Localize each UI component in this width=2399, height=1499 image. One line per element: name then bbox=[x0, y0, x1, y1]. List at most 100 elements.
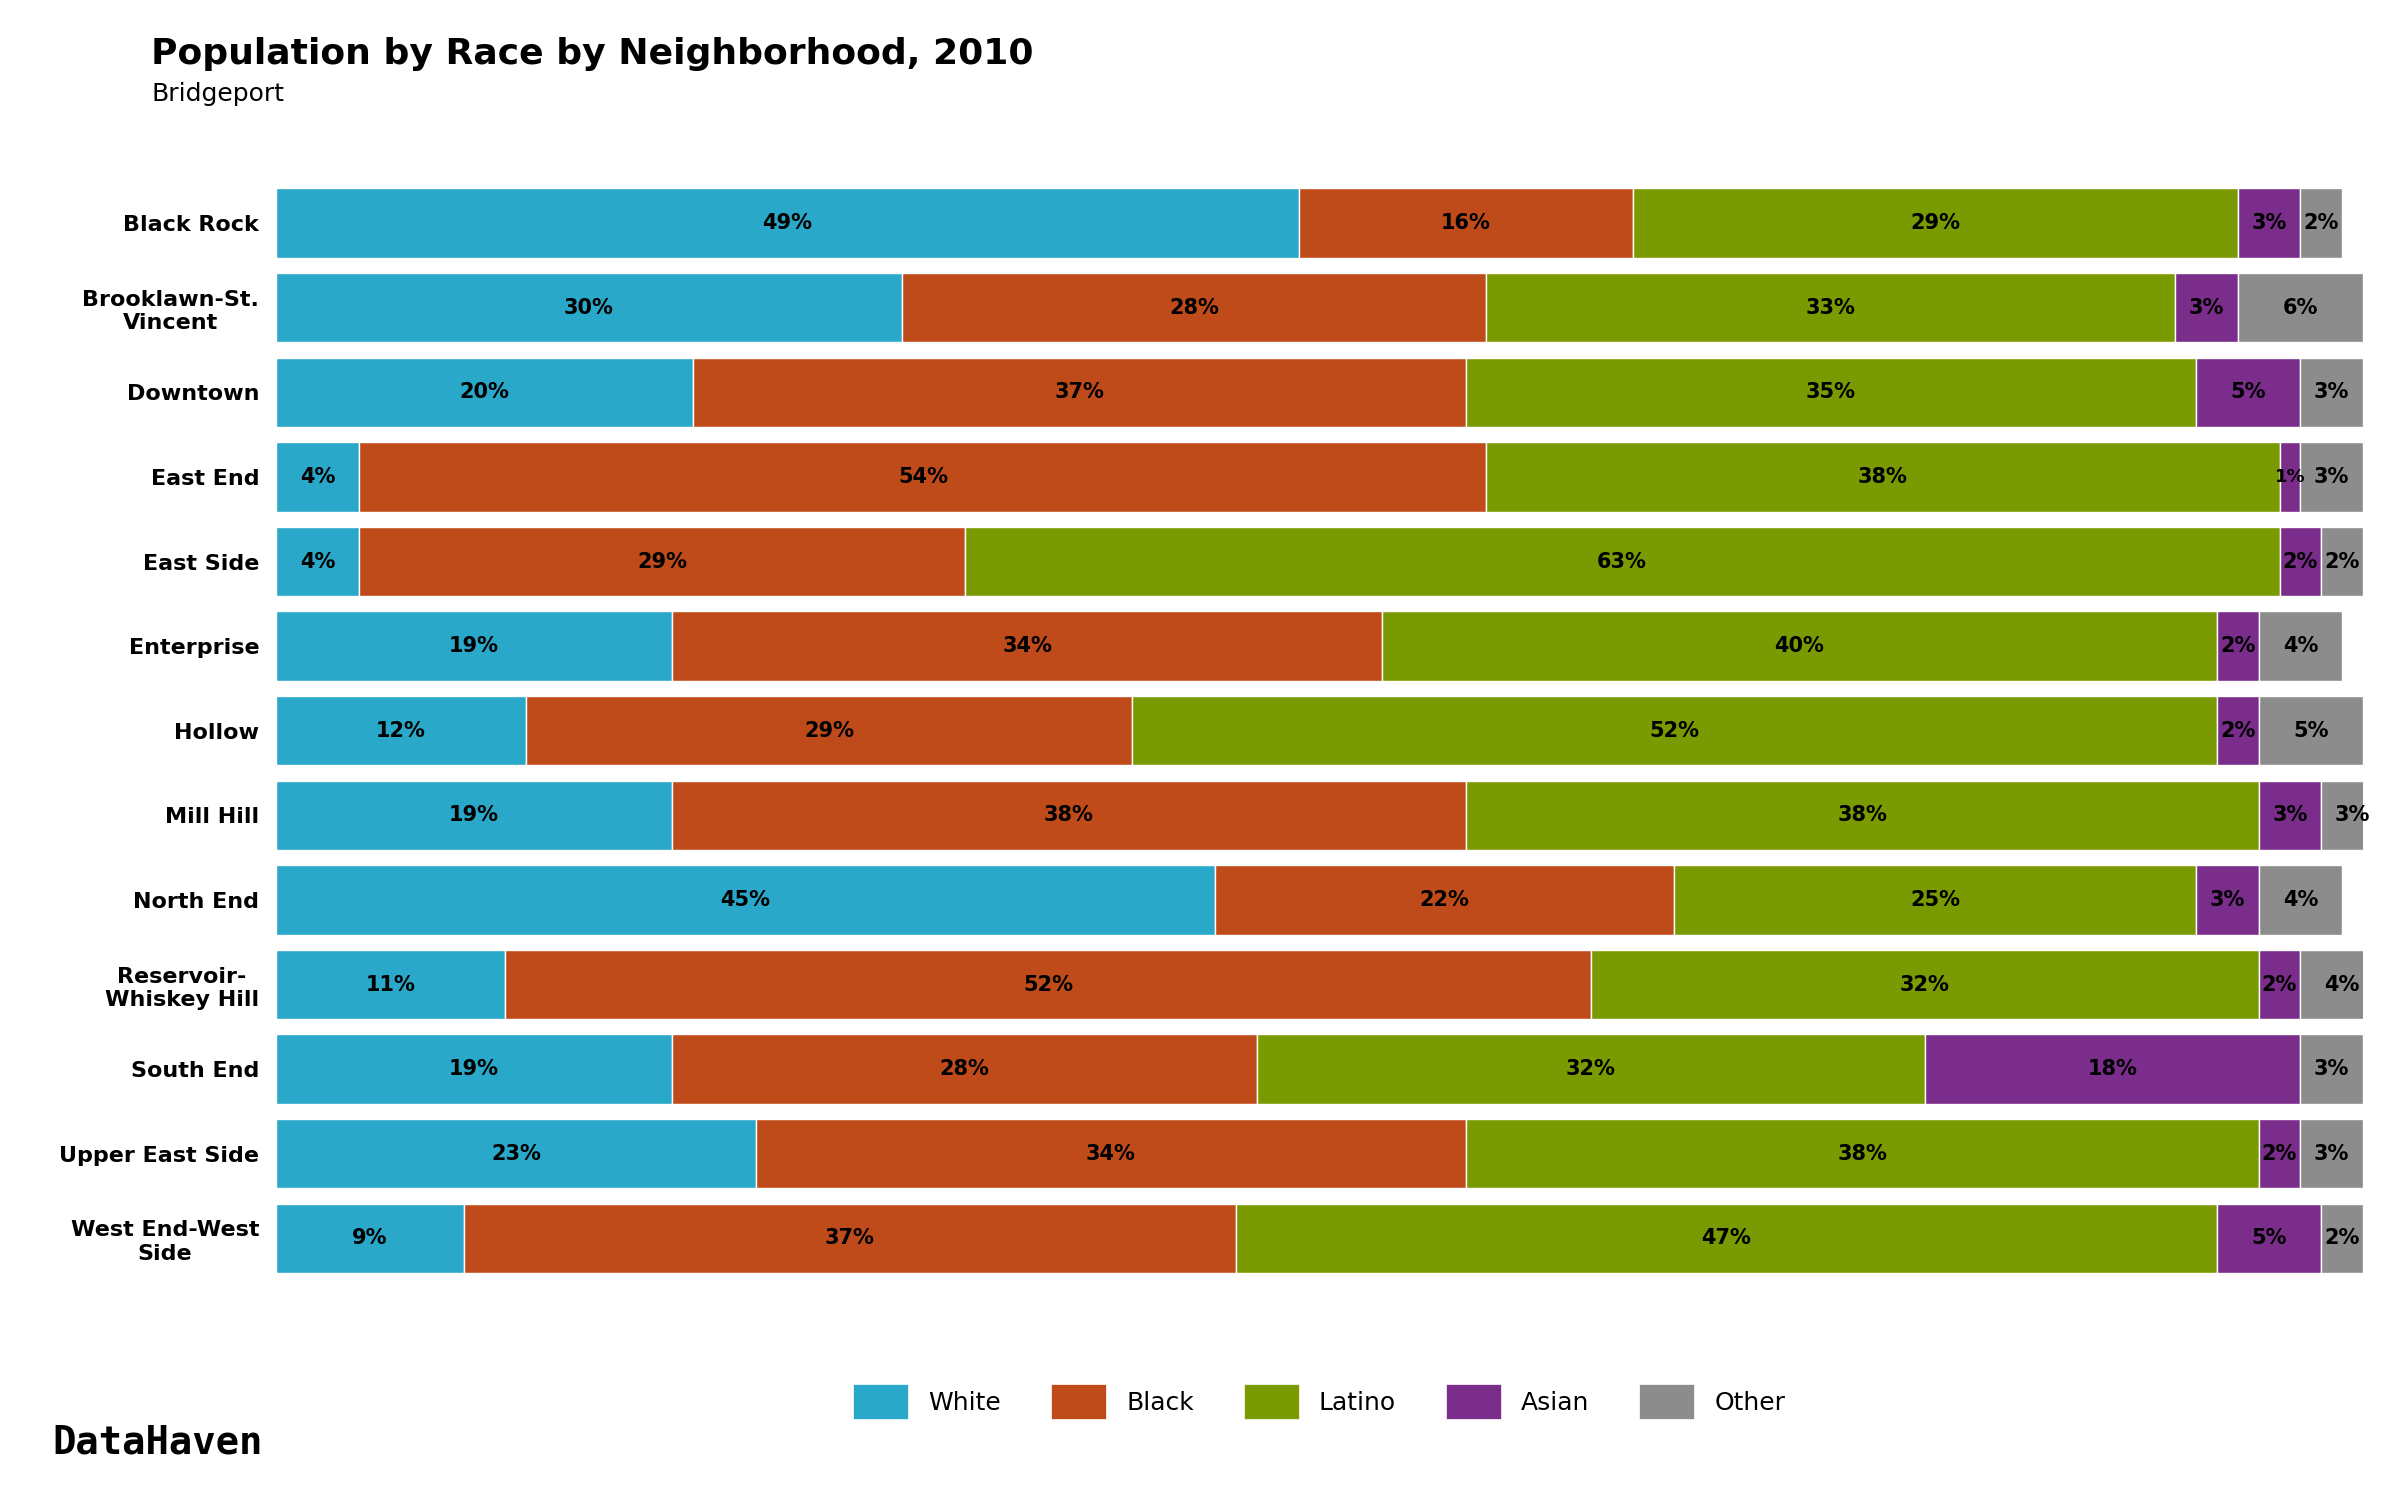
Bar bbox=[2217, 1204, 2322, 1273]
Bar bbox=[2279, 442, 2301, 511]
Text: 29%: 29% bbox=[804, 721, 854, 741]
Text: 52%: 52% bbox=[1648, 721, 1698, 741]
Text: 9%: 9% bbox=[353, 1228, 389, 1249]
Bar bbox=[276, 781, 672, 850]
Text: 3%: 3% bbox=[2188, 298, 2224, 318]
Text: 2%: 2% bbox=[2325, 552, 2361, 571]
Text: 40%: 40% bbox=[1775, 636, 1823, 657]
Bar bbox=[276, 442, 360, 511]
Bar bbox=[1591, 950, 2260, 1019]
Bar bbox=[2260, 950, 2301, 1019]
Text: 38%: 38% bbox=[1044, 805, 1094, 826]
Text: 2%: 2% bbox=[2303, 213, 2339, 234]
Bar bbox=[2217, 612, 2260, 681]
Text: 2%: 2% bbox=[2262, 974, 2298, 994]
Text: 19%: 19% bbox=[449, 636, 499, 657]
Text: 37%: 37% bbox=[825, 1228, 876, 1249]
Bar bbox=[693, 358, 1466, 427]
Bar bbox=[1924, 1034, 2301, 1103]
Text: 3%: 3% bbox=[2250, 213, 2286, 234]
Text: 18%: 18% bbox=[2087, 1060, 2138, 1079]
Text: 5%: 5% bbox=[2231, 382, 2267, 402]
Bar bbox=[2301, 1034, 2363, 1103]
Bar bbox=[2301, 189, 2341, 258]
Text: 38%: 38% bbox=[1838, 805, 1888, 826]
Text: 52%: 52% bbox=[1022, 974, 1072, 994]
Bar bbox=[1257, 1034, 1924, 1103]
Bar bbox=[2322, 526, 2363, 597]
Text: 19%: 19% bbox=[449, 1060, 499, 1079]
Text: 3%: 3% bbox=[2315, 1060, 2349, 1079]
Text: 5%: 5% bbox=[2250, 1228, 2286, 1249]
Bar bbox=[1214, 865, 1675, 935]
Text: 1%: 1% bbox=[2274, 468, 2305, 486]
Text: 12%: 12% bbox=[377, 721, 427, 741]
Text: 3%: 3% bbox=[2209, 890, 2245, 910]
Text: 32%: 32% bbox=[1900, 974, 1950, 994]
Bar bbox=[2238, 273, 2363, 342]
Bar bbox=[2260, 696, 2363, 766]
Text: 30%: 30% bbox=[564, 298, 614, 318]
Text: 6%: 6% bbox=[2284, 298, 2317, 318]
Bar bbox=[276, 358, 693, 427]
Bar bbox=[1634, 189, 2238, 258]
Text: 2%: 2% bbox=[2325, 1228, 2361, 1249]
Bar bbox=[506, 950, 1591, 1019]
Bar bbox=[2301, 442, 2363, 511]
Bar bbox=[276, 1120, 756, 1189]
Text: 63%: 63% bbox=[1598, 552, 1648, 571]
Text: 19%: 19% bbox=[449, 805, 499, 826]
Text: Bridgeport: Bridgeport bbox=[151, 82, 283, 106]
Bar bbox=[1675, 865, 2195, 935]
Text: 2%: 2% bbox=[2284, 552, 2317, 571]
Bar bbox=[1382, 612, 2217, 681]
Text: 49%: 49% bbox=[763, 213, 813, 234]
Bar bbox=[2217, 696, 2260, 766]
Bar bbox=[276, 950, 506, 1019]
Text: 4%: 4% bbox=[2284, 890, 2317, 910]
Bar bbox=[1132, 696, 2217, 766]
Bar bbox=[1466, 1120, 2260, 1189]
Text: 23%: 23% bbox=[492, 1144, 540, 1163]
Text: 38%: 38% bbox=[1859, 468, 1907, 487]
Bar bbox=[2301, 358, 2363, 427]
Text: 4%: 4% bbox=[2325, 974, 2361, 994]
Text: 34%: 34% bbox=[1087, 1144, 1135, 1163]
Text: 34%: 34% bbox=[1003, 636, 1053, 657]
Text: 2%: 2% bbox=[2219, 721, 2255, 741]
Bar bbox=[756, 1120, 1466, 1189]
Bar bbox=[1487, 273, 2176, 342]
Bar bbox=[672, 1034, 1257, 1103]
Bar bbox=[360, 442, 1487, 511]
Bar bbox=[276, 273, 902, 342]
Bar bbox=[672, 612, 1382, 681]
Bar bbox=[276, 189, 1298, 258]
Bar bbox=[2260, 612, 2341, 681]
Bar bbox=[902, 273, 1487, 342]
Bar bbox=[276, 1034, 672, 1103]
Bar bbox=[1487, 442, 2279, 511]
Bar bbox=[1466, 358, 2195, 427]
Text: 32%: 32% bbox=[1567, 1060, 1615, 1079]
Text: 22%: 22% bbox=[1420, 890, 1471, 910]
Bar bbox=[360, 526, 964, 597]
Text: 38%: 38% bbox=[1838, 1144, 1888, 1163]
Text: Population by Race by Neighborhood, 2010: Population by Race by Neighborhood, 2010 bbox=[151, 37, 1034, 72]
Bar bbox=[1298, 189, 1634, 258]
Text: 5%: 5% bbox=[2293, 721, 2329, 741]
Text: 3%: 3% bbox=[2315, 382, 2349, 402]
Text: 45%: 45% bbox=[720, 890, 770, 910]
Text: 29%: 29% bbox=[638, 552, 686, 571]
Text: 3%: 3% bbox=[2272, 805, 2308, 826]
Text: 4%: 4% bbox=[2284, 636, 2317, 657]
Text: 3%: 3% bbox=[2315, 468, 2349, 487]
Text: 2%: 2% bbox=[2219, 636, 2255, 657]
Text: 28%: 28% bbox=[940, 1060, 988, 1079]
Bar bbox=[2195, 865, 2260, 935]
Text: 20%: 20% bbox=[461, 382, 509, 402]
Bar bbox=[276, 865, 1214, 935]
Bar bbox=[2322, 781, 2385, 850]
Bar bbox=[1235, 1204, 2217, 1273]
Text: 25%: 25% bbox=[1910, 890, 1960, 910]
Text: 3%: 3% bbox=[2315, 1144, 2349, 1163]
